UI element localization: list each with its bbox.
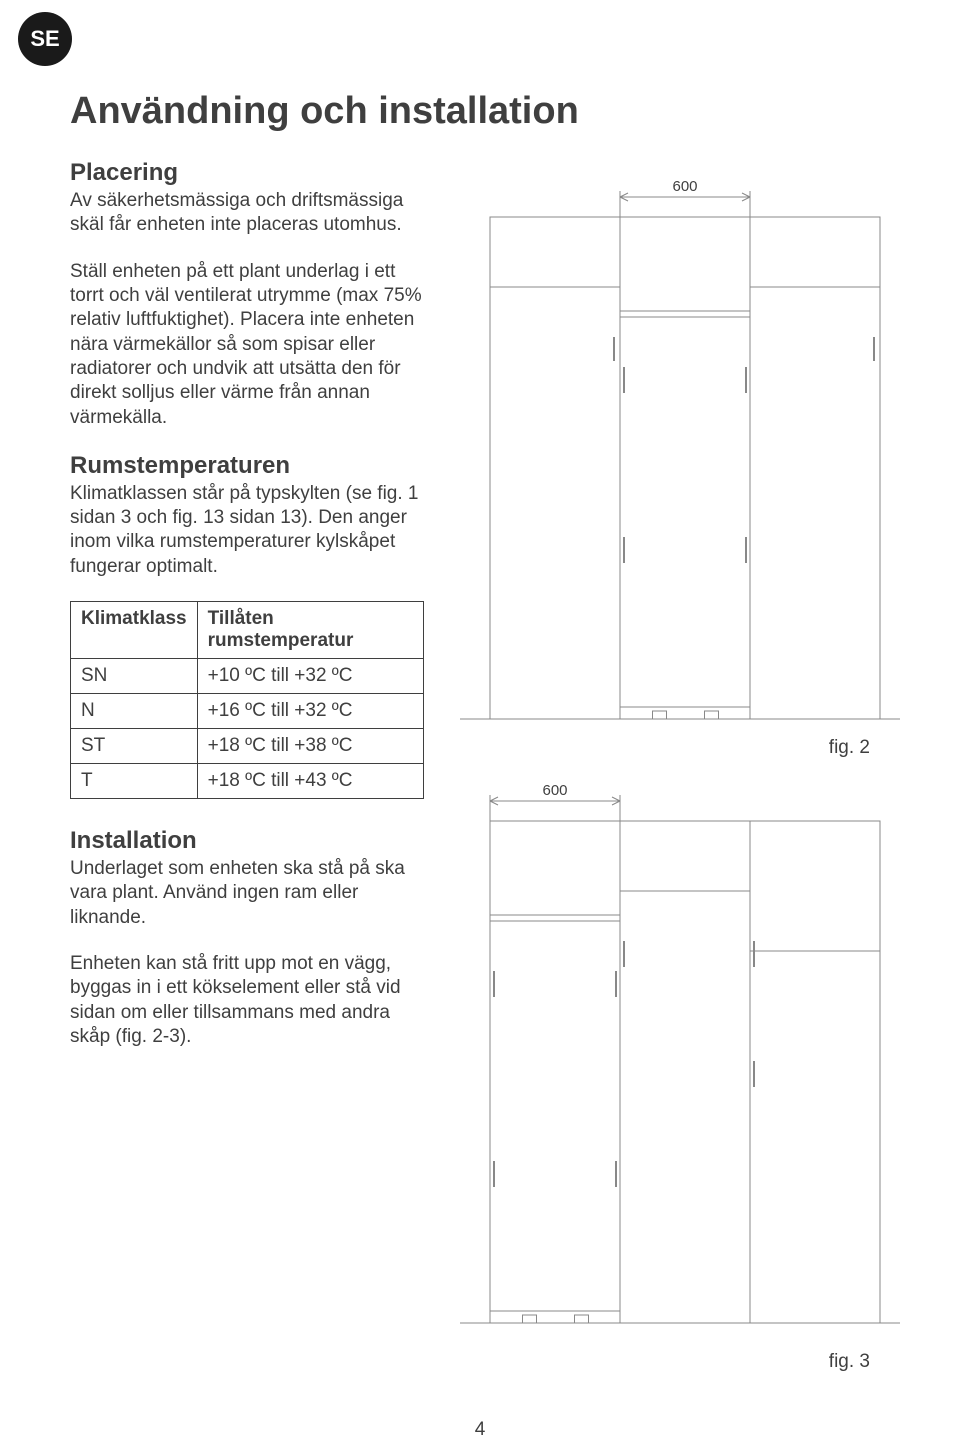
svg-text:600: 600 [672,178,697,195]
table-row: N +16 ºC till +32 ºC [71,694,424,729]
section-installation: Installation Underlaget som enheten ska … [70,827,424,1049]
klimatklass-table: Klimatklass Tillåten rumstemperatur SN +… [70,601,424,799]
table-row: Klimatklass Tillåten rumstemperatur [71,602,424,659]
section-placering: Placering Av säkerhetsmässiga och drifts… [70,159,424,430]
language-badge: SE [18,12,72,66]
figure-caption: fig. 3 [829,1351,870,1372]
figure-3: 600 fig. 3 [460,763,890,1373]
paragraph: Av säkerhetsmässiga och driftsmässiga sk… [70,189,424,238]
table-cell: +10 ºC till +32 ºC [197,659,423,694]
heading-placering: Placering [70,159,424,187]
figure-caption: fig. 2 [829,737,870,758]
table-cell: +16 ºC till +32 ºC [197,694,423,729]
heading-installation: Installation [70,827,424,855]
table-row: T +18 ºC till +43 ºC [71,764,424,799]
table-row: SN +10 ºC till +32 ºC [71,659,424,694]
paragraph: Enheten kan stå fritt upp mot en vägg, b… [70,952,424,1049]
table-row: ST +18 ºC till +38 ºC [71,729,424,764]
table-header: Tillåten rumstemperatur [197,602,423,659]
table-cell: +18 ºC till +43 ºC [197,764,423,799]
table-cell: T [71,764,198,799]
table-header: Klimatklass [71,602,198,659]
left-column: Placering Av säkerhetsmässiga och drifts… [70,159,424,1373]
page-number: 4 [475,1419,486,1441]
table-cell: SN [71,659,198,694]
page-title: Användning och installation [70,90,890,133]
heading-rumstemperaturen: Rumstemperaturen [70,452,424,480]
figure-2: 600 fig. 2 [460,159,890,759]
paragraph: Klimatklassen står på typskylten (se fig… [70,482,424,579]
section-rumstemperaturen: Rumstemperaturen Klimatklassen står på t… [70,452,424,579]
table-cell: ST [71,729,198,764]
table-cell: N [71,694,198,729]
right-column: 600 fig. 2 600 fig. 3 [460,159,890,1373]
diagram-fig2: 600 [460,159,900,749]
paragraph: Underlaget som enheten ska stå på ska va… [70,857,424,930]
paragraph: Ställ enheten på ett plant underlag i et… [70,260,424,430]
svg-text:600: 600 [542,782,567,799]
table-cell: +18 ºC till +38 ºC [197,729,423,764]
diagram-fig3: 600 [460,763,900,1363]
